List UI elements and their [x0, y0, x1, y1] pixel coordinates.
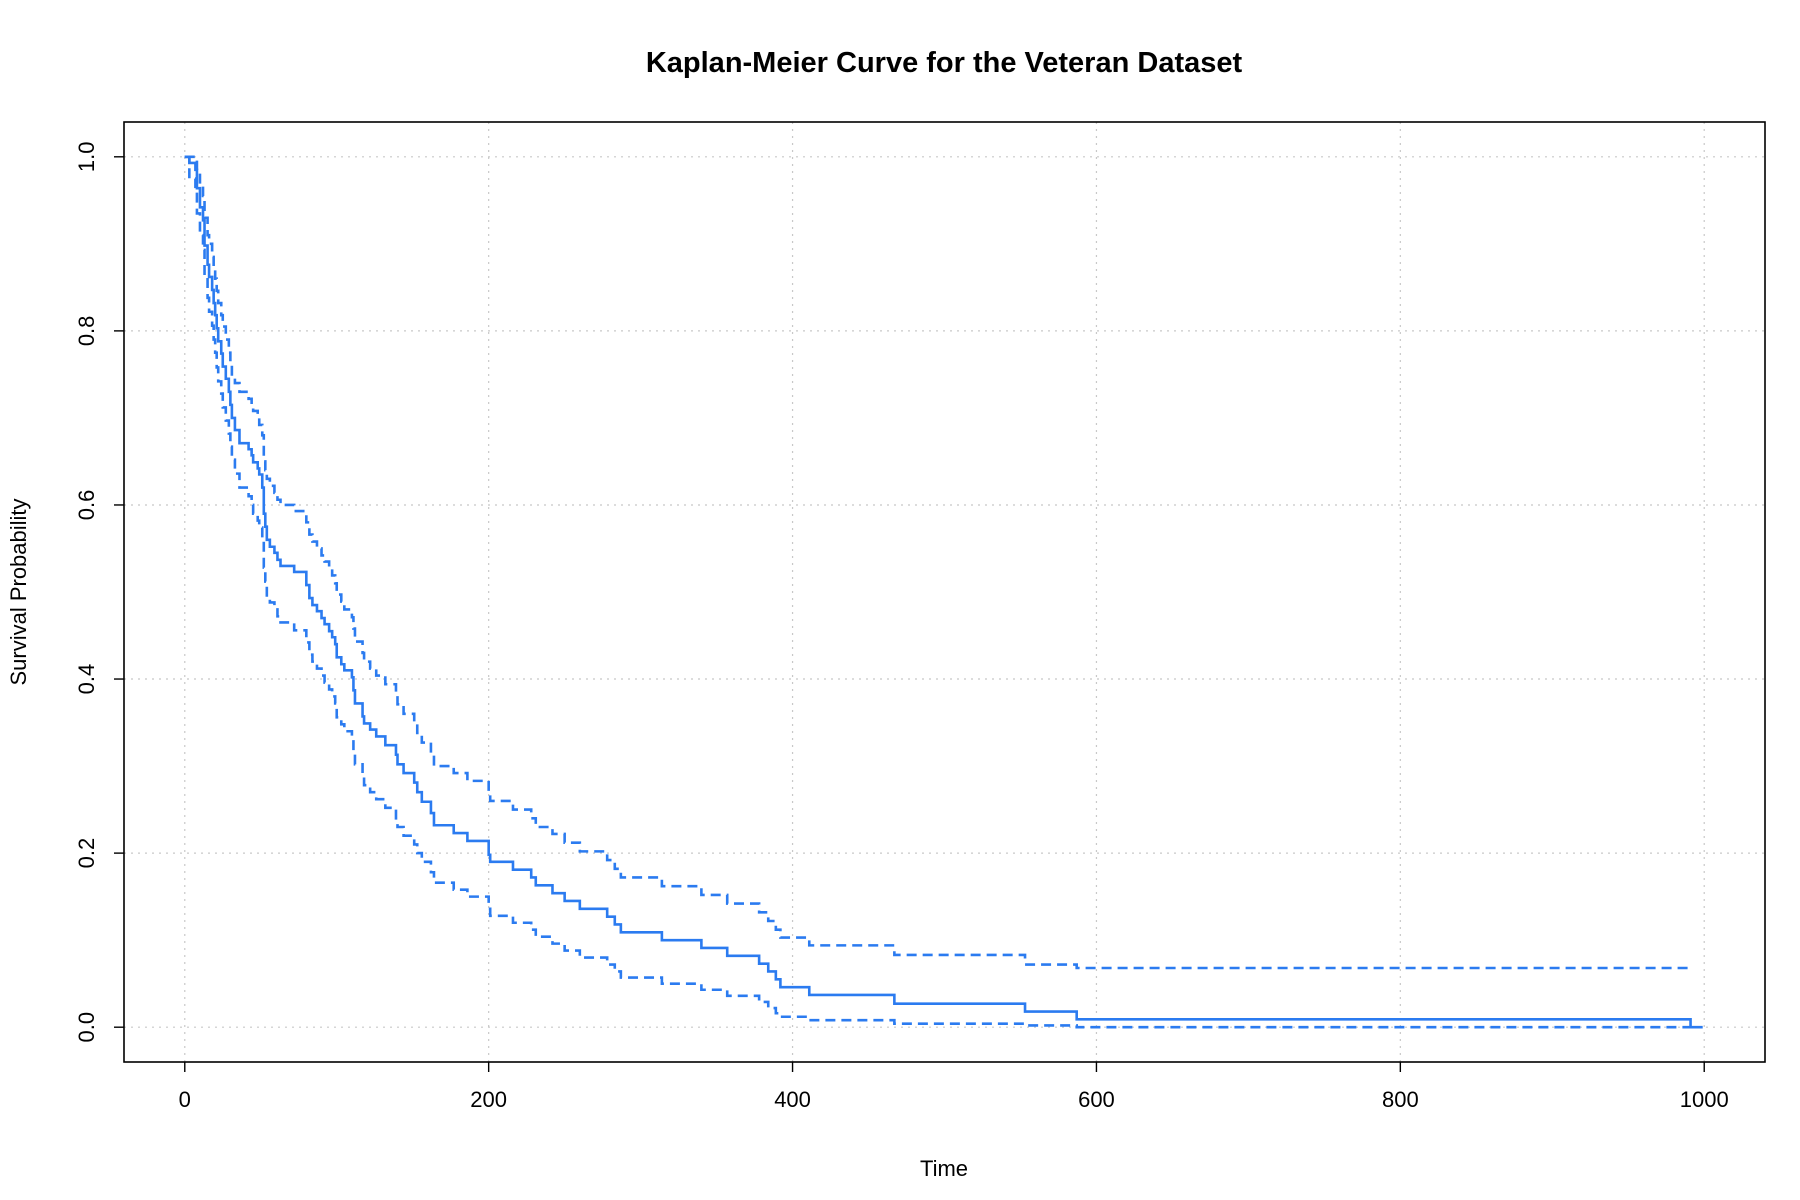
x-axis: 0 200 400 600 800 1000 [179, 1062, 1729, 1112]
x-tick-label-5: 1000 [1680, 1087, 1729, 1112]
x-tick-label-0: 0 [179, 1087, 191, 1112]
y-tick-label-3: 0.6 [74, 490, 99, 521]
plot-frame [123, 121, 1766, 1063]
y-axis: 0.0 0.2 0.4 0.6 0.8 1.0 [74, 142, 124, 1043]
series-layer [184, 155, 1703, 1029]
survival-curve [184, 155, 1703, 1029]
y-tick-label-4: 0.8 [74, 316, 99, 347]
y-tick-label-1: 0.2 [74, 838, 99, 869]
grid [124, 122, 1765, 1062]
confidence-band-2 [184, 155, 1691, 1029]
confidence-band-1 [184, 155, 1691, 970]
x-tick-label-2: 400 [774, 1087, 811, 1112]
y-tick-label-2: 0.4 [74, 664, 99, 695]
x-tick-label-4: 800 [1382, 1087, 1419, 1112]
y-axis-label: Survival Probability [6, 498, 31, 685]
y-tick-label-0: 0.0 [74, 1012, 99, 1043]
y-tick-label-5: 1.0 [74, 142, 99, 173]
x-tick-label-3: 600 [1078, 1087, 1115, 1112]
x-axis-label: Time [920, 1156, 968, 1181]
chart-title: Kaplan-Meier Curve for the Veteran Datas… [646, 47, 1243, 79]
x-tick-label-1: 200 [470, 1087, 507, 1112]
